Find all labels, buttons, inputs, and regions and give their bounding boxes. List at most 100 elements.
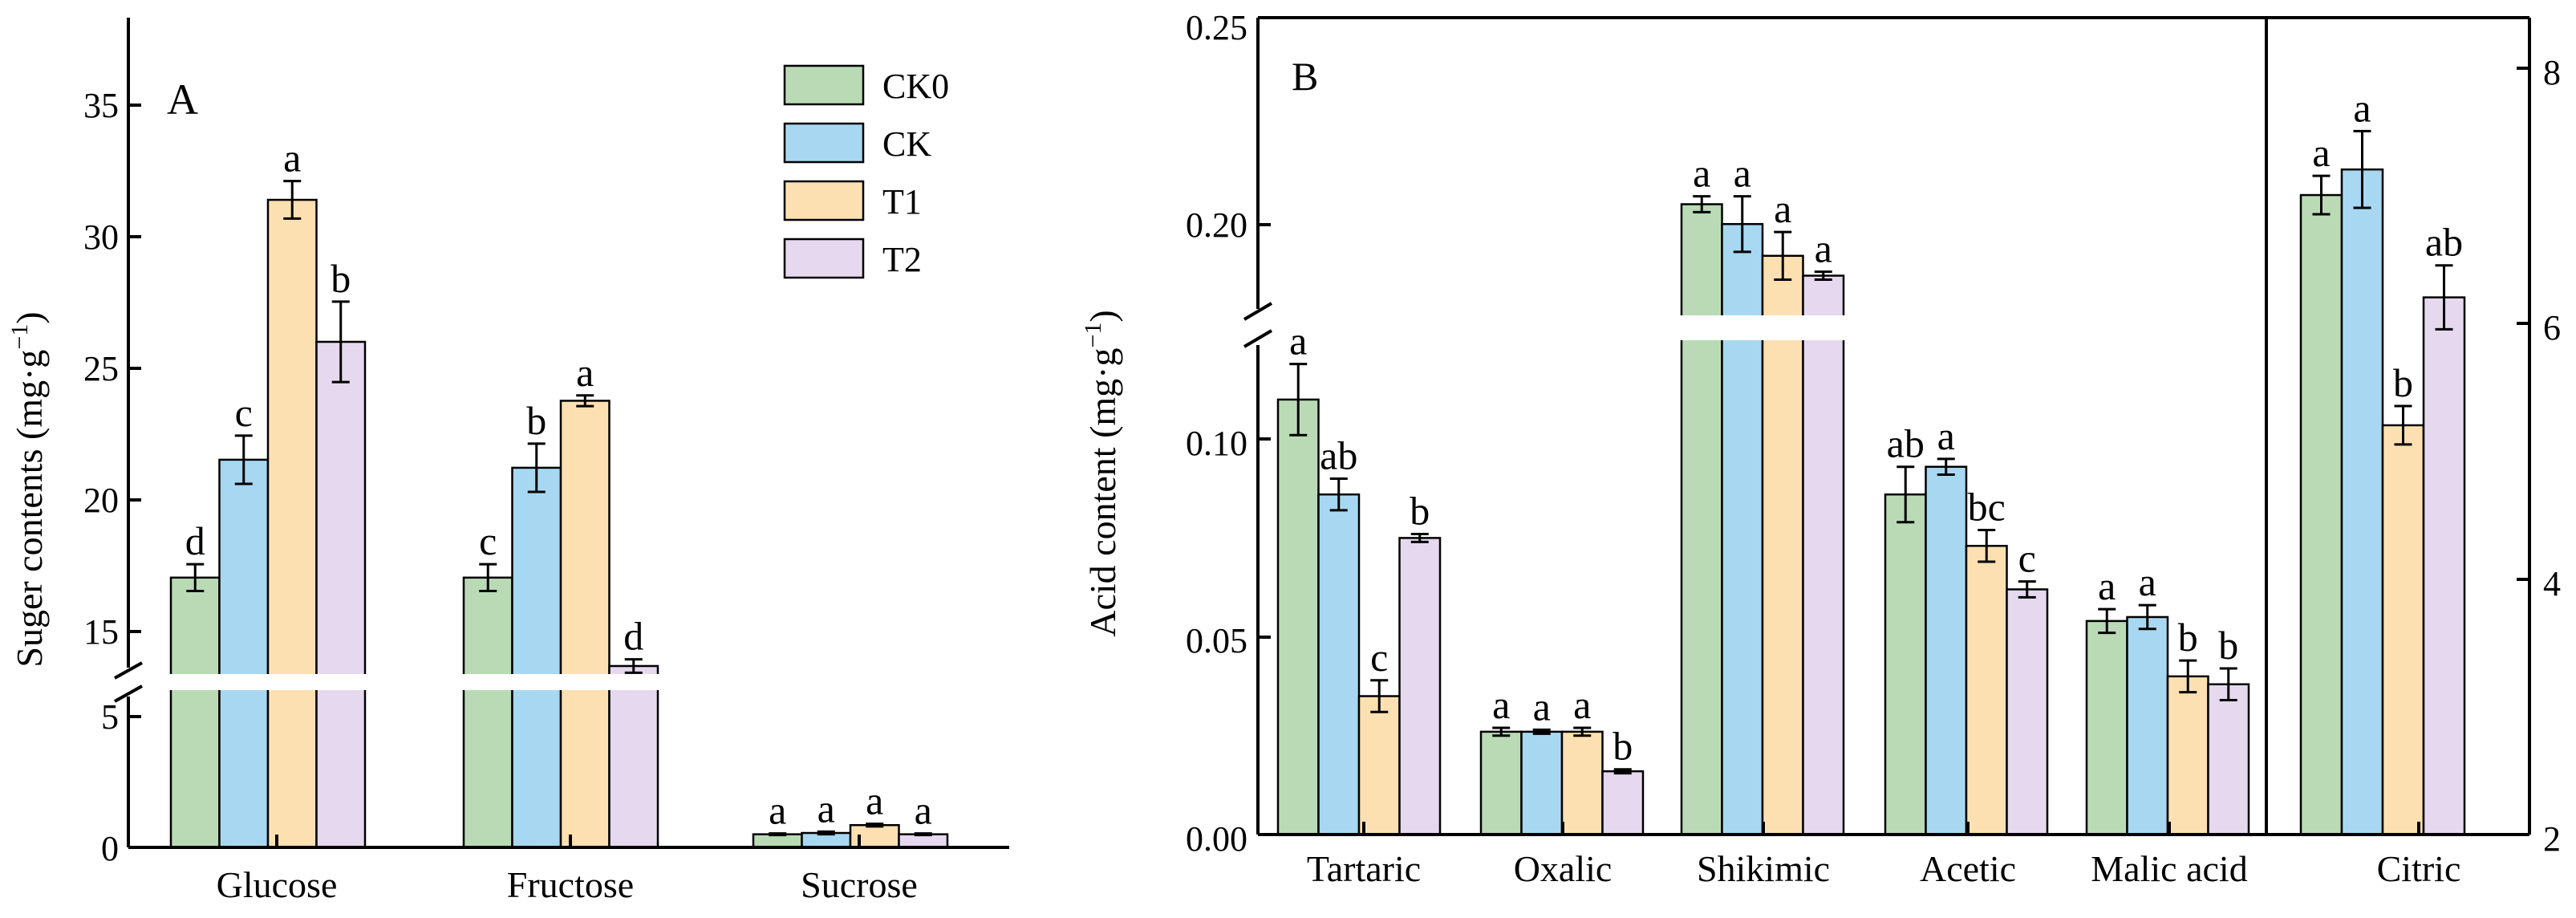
tick-label-a-25: 25 bbox=[83, 349, 119, 388]
tick-label-b-0.00: 0.00 bbox=[1186, 819, 1247, 859]
sig-letter-tartaric-t1: c bbox=[1370, 635, 1388, 680]
bar-acetic-ck bbox=[1925, 465, 1968, 836]
category-label-citric: Citric bbox=[2377, 848, 2461, 889]
error-bar-sucrose-ck bbox=[817, 830, 835, 836]
bar-oxalic-t1 bbox=[1560, 730, 1604, 836]
panel-a-y-axis-title: Suger contents (mg·g−1) bbox=[6, 311, 50, 667]
sig-letter-sucrose-ck0: a bbox=[769, 788, 786, 833]
error-bar-glucose-ck0 bbox=[186, 563, 205, 592]
bar-fructose-ck bbox=[511, 466, 562, 849]
panel-b-label: B bbox=[1292, 54, 1318, 99]
legend-label-ck0: CK0 bbox=[882, 67, 949, 106]
bar-shikimic-ck0 bbox=[1680, 203, 1723, 836]
tick-label-a-5: 5 bbox=[101, 697, 119, 737]
bar-malic-acid-t1 bbox=[2166, 675, 2209, 836]
error-bar-acetic-ck0 bbox=[1897, 465, 1915, 524]
sig-letter-glucose-ck0: d bbox=[185, 518, 205, 563]
sig-letter-oxalic-t1: a bbox=[1573, 682, 1591, 727]
bar-fructose-t1 bbox=[559, 400, 611, 849]
sig-letter-malic-acid-t2: b bbox=[2218, 623, 2238, 668]
error-bar-tartaric-ck bbox=[1329, 477, 1348, 512]
legend-swatch-t2 bbox=[783, 238, 865, 279]
bar-malic-acid-t2 bbox=[2207, 683, 2250, 836]
bar-fructose-t2 bbox=[608, 664, 659, 849]
bars-layer bbox=[169, 168, 2466, 849]
error-bar-fructose-ck bbox=[527, 442, 546, 494]
sig-letter-sucrose-ck: a bbox=[817, 786, 835, 831]
error-bar-acetic-ck bbox=[1937, 457, 1955, 477]
error-bar-malic-acid-ck0 bbox=[2098, 607, 2116, 635]
error-bar-fructose-t1 bbox=[576, 394, 594, 408]
sig-letter-acetic-ck0: ab bbox=[1887, 421, 1925, 466]
error-bar-fructose-ck0 bbox=[479, 563, 497, 592]
sig-letter-malic-acid-ck: a bbox=[2139, 559, 2156, 604]
error-bar-sucrose-ck0 bbox=[769, 832, 787, 837]
bar-oxalic-t2 bbox=[1601, 770, 1645, 836]
tick-label-a-15: 15 bbox=[83, 612, 119, 652]
category-label-oxalic: Oxalic bbox=[1514, 848, 1613, 889]
axis-break-gap-a bbox=[128, 674, 850, 690]
tick-label-b-0.25: 0.25 bbox=[1186, 8, 1247, 47]
error-bar-malic-acid-ck bbox=[2138, 603, 2156, 631]
tick-label-b-0.05: 0.05 bbox=[1186, 621, 1247, 660]
tick-label-a-20: 20 bbox=[83, 481, 119, 520]
bar-tartaric-ck0 bbox=[1276, 398, 1320, 836]
error-bar-citric-ck0 bbox=[2312, 174, 2331, 216]
sig-letter-glucose-ck: c bbox=[235, 390, 253, 435]
bar-shikimic-t2 bbox=[1802, 274, 1845, 836]
category-label-shikimic: Shikimic bbox=[1697, 848, 1830, 889]
tick-label-a-0: 0 bbox=[101, 829, 119, 868]
axis-break-mark-b-1 bbox=[1243, 302, 1273, 321]
error-bar-shikimic-t1 bbox=[1774, 230, 1792, 281]
tick-label-a-30: 30 bbox=[83, 217, 119, 257]
sig-letter-tartaric-ck0: a bbox=[1289, 319, 1307, 364]
error-bar-tartaric-t2 bbox=[1410, 532, 1429, 543]
category-label-fructose: Fructose bbox=[507, 864, 634, 905]
bar-acetic-t1 bbox=[1965, 545, 2008, 836]
tick-label-right-4: 4 bbox=[2543, 564, 2561, 603]
error-bar-shikimic-t2 bbox=[1814, 270, 1832, 281]
tick-label-right-8: 8 bbox=[2543, 53, 2561, 92]
tick-label-b-0.20: 0.20 bbox=[1186, 205, 1247, 245]
sig-letter-glucose-t2: b bbox=[331, 256, 351, 301]
error-bar-citric-t2 bbox=[2435, 264, 2453, 331]
bar-oxalic-ck0 bbox=[1479, 730, 1523, 836]
error-bar-oxalic-t1 bbox=[1573, 726, 1592, 737]
error-bar-oxalic-t2 bbox=[1613, 768, 1632, 775]
bar-fructose-ck0 bbox=[462, 576, 513, 849]
axis-break-gap-b bbox=[1669, 315, 1845, 340]
error-bar-acetic-t1 bbox=[1978, 529, 1996, 563]
error-bar-shikimic-ck0 bbox=[1693, 195, 1711, 213]
axis-break-mark-a-2 bbox=[114, 684, 143, 703]
sig-letter-fructose-t2: d bbox=[623, 614, 643, 659]
error-bar-malic-acid-t2 bbox=[2219, 667, 2237, 701]
sig-letter-malic-acid-t1: b bbox=[2178, 615, 2198, 660]
bar-glucose-t2 bbox=[315, 340, 367, 849]
sig-letter-tartaric-ck: ab bbox=[1320, 433, 1357, 477]
legend-label-ck: CK bbox=[882, 124, 931, 164]
legend-swatch-t1 bbox=[783, 180, 865, 221]
tick-label-right-2: 2 bbox=[2543, 819, 2561, 859]
legend-swatch-ck0 bbox=[783, 64, 865, 106]
error-bar-malic-acid-t1 bbox=[2179, 659, 2197, 694]
bar-citric-ck bbox=[2340, 168, 2384, 836]
sig-letter-oxalic-ck0: a bbox=[1492, 682, 1510, 727]
bar-citric-t1 bbox=[2381, 424, 2425, 836]
error-bar-citric-t1 bbox=[2394, 404, 2412, 446]
category-label-sucrose: Sucrose bbox=[801, 864, 918, 905]
error-bar-fructose-t2 bbox=[624, 658, 643, 674]
axis-break-mark-b-2 bbox=[1243, 329, 1273, 348]
error-bar-oxalic-ck bbox=[1532, 728, 1551, 735]
sig-letter-citric-ck: a bbox=[2353, 85, 2371, 130]
category-label-tartaric: Tartaric bbox=[1307, 848, 1421, 889]
sig-letter-fructose-ck0: c bbox=[479, 518, 497, 563]
error-bar-glucose-ck bbox=[234, 434, 253, 485]
error-bar-oxalic-ck0 bbox=[1492, 726, 1511, 737]
sig-letter-fructose-t1: a bbox=[576, 350, 594, 395]
bar-malic-acid-ck bbox=[2126, 615, 2169, 836]
legend-label-t1: T1 bbox=[882, 182, 922, 221]
axes-layer bbox=[114, 16, 2531, 849]
error-bar-glucose-t1 bbox=[283, 180, 302, 220]
category-label-malic-acid: Malic acid bbox=[2091, 848, 2247, 889]
